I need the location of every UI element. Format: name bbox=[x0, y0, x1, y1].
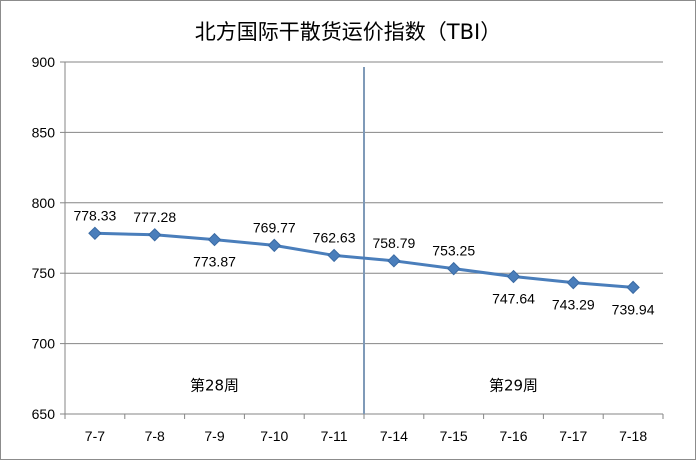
data-point-marker bbox=[327, 248, 341, 263]
x-tick-label: 7-14 bbox=[380, 428, 408, 444]
y-axis-ticks: 650 700 750 800 850 900 bbox=[32, 54, 65, 422]
data-label: 743.29 bbox=[552, 297, 595, 313]
x-tick-label: 7-17 bbox=[559, 428, 587, 444]
x-tick-label: 7-8 bbox=[145, 428, 165, 444]
x-tick-label: 7-18 bbox=[619, 428, 647, 444]
week-label: 第28周 bbox=[190, 376, 239, 394]
data-point-marker bbox=[88, 226, 102, 241]
data-point-marker bbox=[446, 261, 461, 276]
y-tick-label: 900 bbox=[32, 54, 56, 70]
data-label: 753.25 bbox=[432, 243, 475, 259]
data-label: 747.64 bbox=[492, 291, 535, 307]
x-axis-ticks: 7-7 7-8 7-9 7-10 7-11 7-14 7-15 7-16 7-17 7-18 bbox=[64, 414, 664, 444]
x-tick-label: 7-9 bbox=[204, 428, 224, 444]
x-tick-label: 7-15 bbox=[440, 428, 468, 444]
x-tick-label: 7-16 bbox=[499, 428, 527, 444]
series-tbi bbox=[88, 226, 640, 295]
data-label: 758.79 bbox=[372, 235, 415, 251]
series-line bbox=[94, 231, 634, 289]
data-point-marker bbox=[566, 275, 581, 290]
data-point-marker bbox=[387, 254, 401, 268]
data-label: 739.94 bbox=[612, 301, 655, 317]
data-label: 778.33 bbox=[73, 207, 116, 223]
data-label: 769.77 bbox=[253, 219, 296, 235]
y-tick-label: 750 bbox=[32, 265, 56, 281]
x-tick-label: 7-11 bbox=[321, 428, 348, 444]
week-label: 第29周 bbox=[489, 376, 538, 394]
data-label: 777.28 bbox=[133, 209, 176, 225]
y-tick-label: 650 bbox=[32, 406, 56, 422]
data-point-marker bbox=[267, 238, 282, 253]
y-tick-label: 800 bbox=[32, 195, 56, 211]
x-tick-label: 7-10 bbox=[260, 428, 288, 444]
data-point-marker bbox=[626, 280, 640, 295]
week-annotations: 第28周 第29周 bbox=[190, 67, 538, 414]
x-tick-label: 7-7 bbox=[85, 428, 105, 444]
y-tick-label: 700 bbox=[32, 336, 56, 352]
chart-title: 北方国际干散货运价指数（TBI） bbox=[195, 20, 501, 44]
data-label: 773.87 bbox=[193, 254, 236, 270]
data-point-marker bbox=[506, 269, 521, 284]
data-labels: 778.33 777.28 773.87 769.77 762.63 758.79 753.… bbox=[73, 207, 654, 317]
y-tick-label: 850 bbox=[32, 124, 56, 140]
data-label: 762.63 bbox=[313, 229, 356, 245]
data-point-marker bbox=[147, 228, 162, 242]
data-point-marker bbox=[207, 232, 222, 247]
